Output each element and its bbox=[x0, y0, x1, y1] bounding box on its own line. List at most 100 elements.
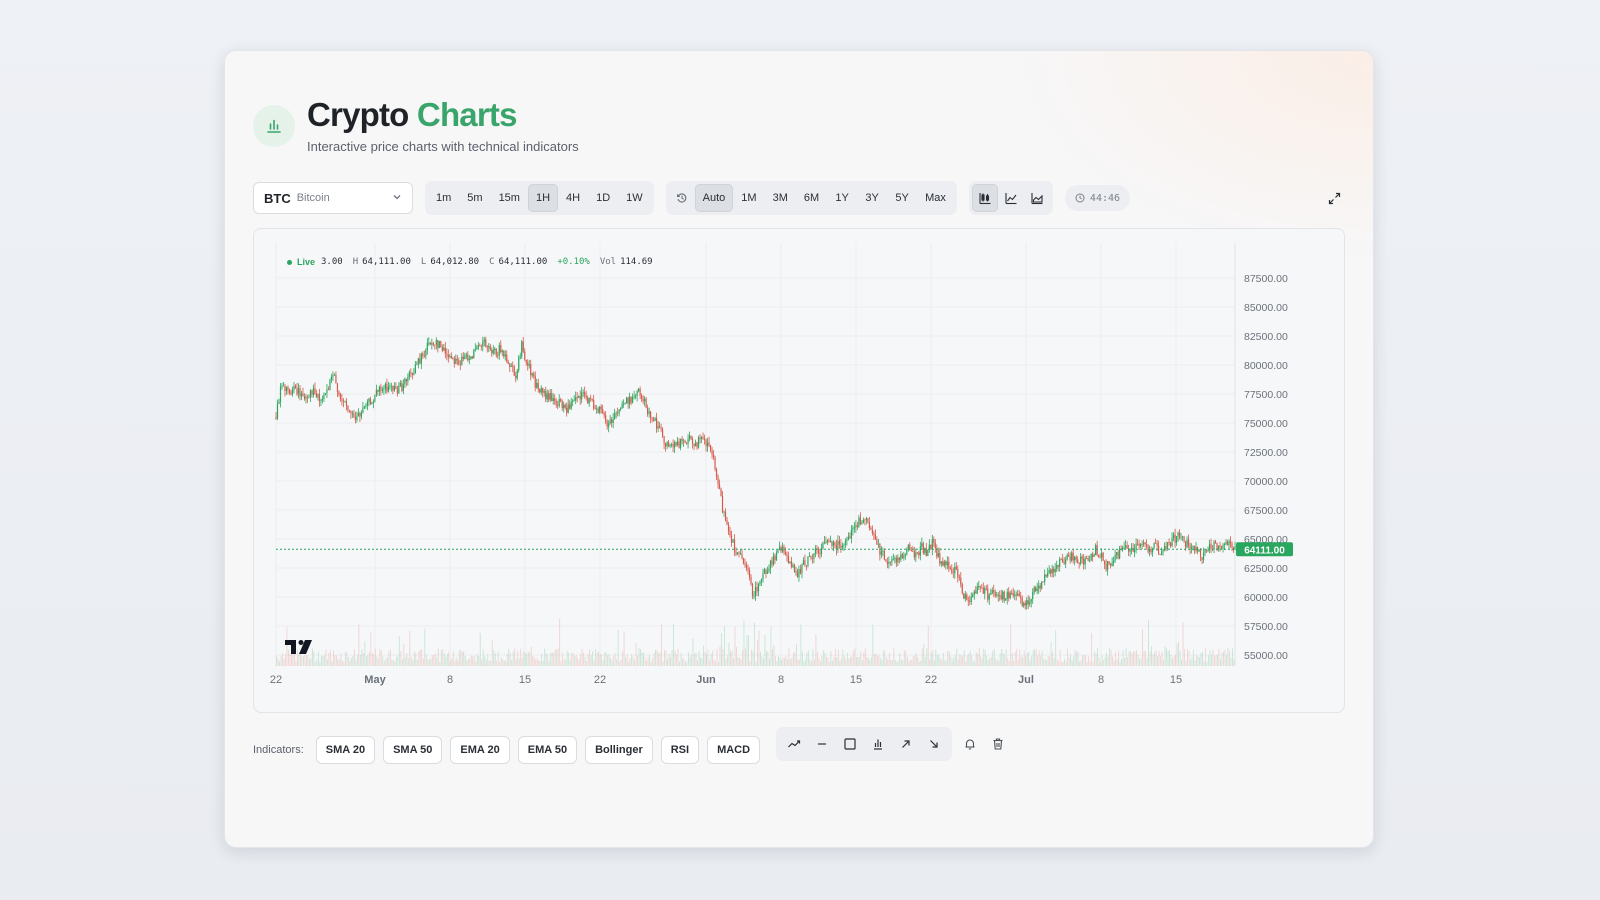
indicator-bollinger[interactable]: Bollinger bbox=[585, 736, 653, 764]
arrow-up-right-icon[interactable] bbox=[892, 730, 920, 758]
candle-body bbox=[670, 444, 673, 446]
indicator-macd[interactable]: MACD bbox=[707, 736, 761, 764]
horizontal-line-icon[interactable] bbox=[808, 730, 836, 758]
candle-body bbox=[582, 392, 584, 394]
candle-body bbox=[440, 341, 442, 348]
range-6m[interactable]: 6M bbox=[803, 192, 820, 204]
candle-body bbox=[543, 391, 545, 393]
interval-1m[interactable]: 1m bbox=[436, 192, 452, 204]
ohlc-close: 64,111.00 bbox=[498, 257, 548, 267]
volume-bar bbox=[599, 653, 601, 666]
candle-body bbox=[329, 380, 331, 390]
candle-body bbox=[392, 385, 394, 391]
volume-bar bbox=[685, 661, 686, 666]
candle-body bbox=[404, 379, 406, 385]
candle-body bbox=[768, 568, 770, 572]
chart-canvas[interactable]: 87500.00 85000.00 82500.00 80000.00 77500.00… bbox=[254, 229, 1344, 712]
volume-bar bbox=[1056, 658, 1058, 666]
candle-body bbox=[1139, 544, 1142, 547]
interval-1h[interactable]: 1H bbox=[527, 184, 559, 212]
range-5y[interactable]: 5Y bbox=[895, 192, 909, 204]
trend-line-icon[interactable] bbox=[780, 730, 808, 758]
range-auto[interactable]: Auto bbox=[694, 184, 734, 212]
rectangle-icon[interactable] bbox=[836, 730, 864, 758]
volume-bar bbox=[1194, 660, 1196, 666]
candle-body bbox=[921, 543, 923, 547]
candle-body bbox=[525, 359, 527, 363]
volume-bar bbox=[905, 650, 907, 666]
volume-bar bbox=[1011, 652, 1013, 666]
volume-bar bbox=[538, 660, 540, 666]
ohlc-high-label: H bbox=[352, 257, 359, 267]
candle-body bbox=[468, 358, 470, 361]
candle-body bbox=[386, 383, 388, 392]
candle-body bbox=[530, 364, 532, 376]
volume-bar bbox=[446, 653, 448, 666]
candle-body bbox=[789, 561, 791, 564]
candle-body bbox=[288, 390, 291, 393]
volume-bar bbox=[758, 630, 760, 666]
indicator-ema-20[interactable]: EMA 20 bbox=[450, 736, 510, 764]
volume-bar bbox=[467, 658, 469, 666]
interval-5m[interactable]: 5m bbox=[467, 192, 483, 204]
interval-4h[interactable]: 4H bbox=[566, 192, 581, 204]
indicator-rsi[interactable]: RSI bbox=[660, 736, 700, 764]
volume-bar bbox=[933, 660, 935, 666]
candle-body bbox=[907, 544, 909, 549]
volume-bar bbox=[1232, 648, 1233, 666]
candle-body bbox=[423, 356, 425, 357]
volume-bar bbox=[780, 660, 782, 666]
range-max[interactable]: Max bbox=[925, 192, 946, 204]
range-1y[interactable]: 1Y bbox=[835, 192, 849, 204]
indicator-sma-50[interactable]: SMA 50 bbox=[383, 736, 443, 764]
symbol-select[interactable]: BTC Bitcoin bbox=[253, 182, 413, 214]
indicator-ema-50[interactable]: EMA 50 bbox=[517, 736, 578, 764]
volume-bar bbox=[1203, 661, 1205, 666]
volume-bar bbox=[281, 652, 283, 666]
volume-bar bbox=[1179, 650, 1181, 666]
candle-body bbox=[494, 348, 496, 350]
volume-bar bbox=[1149, 651, 1151, 666]
range-3y[interactable]: 3Y bbox=[865, 192, 879, 204]
candle-body bbox=[552, 398, 554, 401]
volume-bar bbox=[932, 649, 934, 666]
volume-bar bbox=[332, 650, 334, 666]
volume-bar bbox=[1052, 651, 1054, 666]
volume-bar bbox=[951, 660, 953, 666]
bell-icon[interactable] bbox=[956, 730, 984, 758]
range-1m[interactable]: 1M bbox=[741, 192, 757, 204]
candle-body bbox=[1068, 554, 1070, 557]
volume-bar bbox=[1080, 659, 1082, 666]
candle-body bbox=[1093, 555, 1095, 557]
history-icon[interactable] bbox=[669, 184, 695, 212]
drawing-tools bbox=[776, 727, 953, 761]
interval-1w[interactable]: 1W bbox=[626, 192, 643, 204]
candlestick-icon[interactable] bbox=[971, 184, 998, 212]
candle-body bbox=[297, 388, 300, 395]
volume-bar bbox=[625, 657, 627, 666]
range-3m[interactable]: 3M bbox=[772, 192, 788, 204]
area-chart-icon[interactable] bbox=[1024, 184, 1050, 212]
candle-body bbox=[823, 541, 826, 543]
volume-bar bbox=[662, 661, 664, 666]
volume-bar bbox=[586, 661, 588, 666]
interval-1d[interactable]: 1D bbox=[596, 192, 611, 204]
price-chart[interactable]: 87500.00 85000.00 82500.00 80000.00 77500.00… bbox=[253, 228, 1345, 713]
candle-body bbox=[485, 339, 487, 348]
candle-body bbox=[315, 393, 318, 398]
indicator-sma-20[interactable]: SMA 20 bbox=[315, 736, 376, 764]
interval-15m[interactable]: 15m bbox=[498, 192, 520, 204]
volume-bar bbox=[860, 650, 862, 666]
trash-icon[interactable] bbox=[984, 730, 1012, 758]
volume-bars-icon[interactable] bbox=[864, 730, 892, 758]
candle-body bbox=[1217, 545, 1220, 550]
candle-body bbox=[584, 392, 586, 396]
volume-bar bbox=[816, 651, 818, 666]
arrow-down-right-icon[interactable] bbox=[920, 730, 948, 758]
expand-icon[interactable] bbox=[1323, 187, 1345, 209]
line-chart-icon[interactable] bbox=[998, 184, 1024, 212]
volume-bar bbox=[801, 651, 803, 666]
candle-body bbox=[1147, 545, 1149, 552]
candle-body bbox=[1035, 587, 1037, 592]
candle-body bbox=[948, 561, 950, 568]
